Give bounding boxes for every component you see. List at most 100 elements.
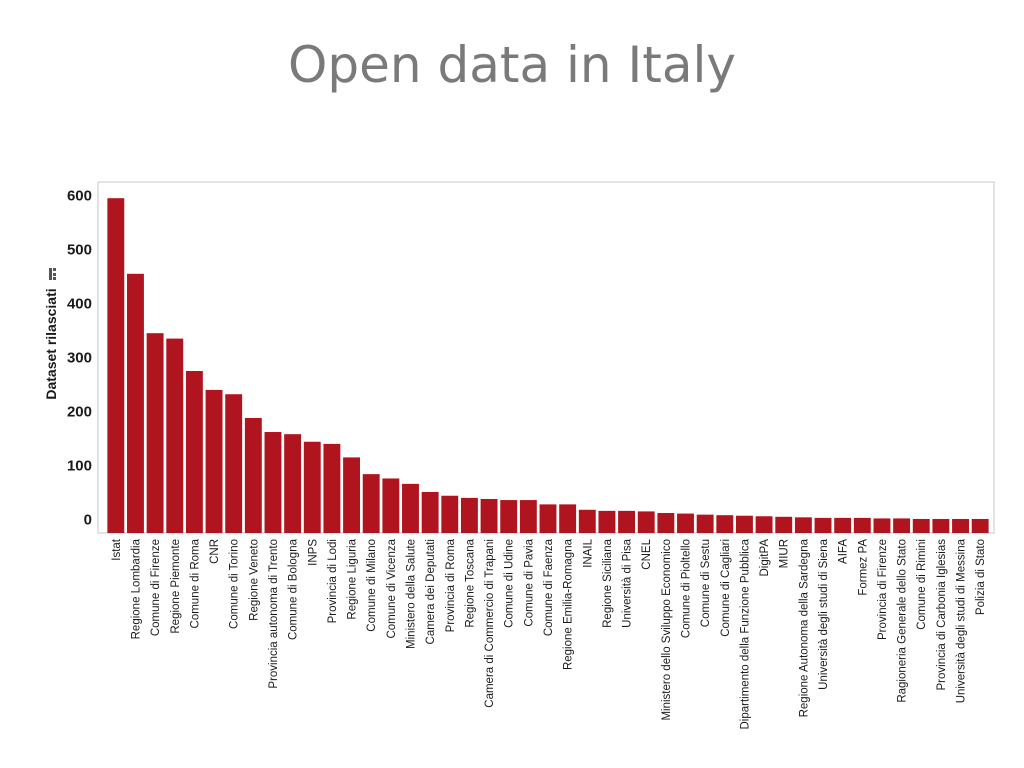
bar[interactable]: [696, 514, 714, 533]
bar[interactable]: [873, 518, 891, 533]
x-tick-label: AIFA: [838, 539, 850, 564]
x-tick-label: Provincia di Carbonia Iglesias: [936, 539, 948, 691]
bar[interactable]: [244, 417, 262, 533]
bar[interactable]: [107, 198, 125, 533]
x-tick-label: Comune di Udine: [504, 539, 516, 628]
bar[interactable]: [500, 500, 518, 533]
bar[interactable]: [775, 516, 793, 533]
x-tick-label: DigitPA: [759, 539, 771, 577]
x-tick-label: Regione Veneto: [248, 539, 260, 621]
x-tick-label: Comune di Bologna: [288, 538, 300, 640]
bar[interactable]: [421, 491, 439, 533]
bar[interactable]: [323, 443, 341, 533]
x-tick-label: MIUR: [779, 539, 791, 568]
x-tick-label: Provincia di Roma: [445, 538, 457, 632]
x-tick-label: Regione Lombardia: [130, 538, 142, 639]
x-tick-label: Comune di Pavia: [523, 538, 535, 626]
bar[interactable]: [971, 518, 989, 533]
x-tick-label: Formez PA: [857, 539, 869, 596]
bar[interactable]: [932, 518, 950, 533]
bar[interactable]: [205, 389, 223, 533]
bar[interactable]: [225, 394, 243, 533]
y-axis-title: Dataset rilasciati: [43, 288, 59, 399]
bar[interactable]: [284, 434, 302, 533]
y-tick-label: 100: [67, 458, 92, 475]
x-tick-label: CNEL: [641, 538, 653, 569]
x-tick-label: Dipartimento della Funzione Pubblica: [739, 538, 751, 729]
x-tick-label: Regione Siciliana: [602, 538, 614, 627]
x-tick-label: Comune di Faenza: [543, 538, 555, 636]
slide-title: Open data in Italy: [288, 36, 736, 94]
x-axis-labels: Istat Regione Lombardia Comune di Firenze R…: [111, 538, 987, 729]
x-tick-label: INAIL: [582, 538, 594, 567]
x-tick-label: Provincia di Firenze: [877, 539, 889, 640]
x-tick-label: Comune di Vicenza: [386, 538, 398, 638]
bar[interactable]: [441, 495, 459, 533]
bar[interactable]: [578, 509, 596, 533]
y-tick-label: 200: [67, 404, 92, 421]
bar[interactable]: [460, 497, 478, 533]
x-tick-label: Università degli studi di Messina: [956, 538, 968, 703]
bar[interactable]: [519, 500, 537, 533]
bar[interactable]: [559, 504, 577, 533]
bar[interactable]: [834, 517, 852, 533]
x-tick-label: Comune di Roma: [189, 538, 201, 628]
bar[interactable]: [716, 515, 734, 533]
x-tick-label: CNR: [209, 539, 221, 564]
bar[interactable]: [794, 517, 812, 533]
y-tick-label: 0: [84, 512, 92, 529]
y-tick-label: 400: [67, 296, 92, 313]
y-tick-label: 600: [67, 188, 92, 205]
bar[interactable]: [166, 338, 184, 533]
bar[interactable]: [912, 518, 930, 533]
x-tick-label: Università di Pisa: [622, 538, 634, 627]
bar[interactable]: [814, 517, 832, 533]
x-tick-label: Polizia di Stato: [975, 539, 987, 615]
x-tick-label: Comune di Cagliari: [720, 539, 732, 637]
bar[interactable]: [185, 371, 203, 533]
bar[interactable]: [402, 483, 419, 533]
bar[interactable]: [736, 515, 753, 533]
bar[interactable]: [755, 516, 773, 533]
y-tick-label: 300: [67, 350, 92, 367]
bar[interactable]: [677, 513, 694, 533]
bar[interactable]: [893, 518, 911, 533]
bar[interactable]: [480, 498, 498, 533]
bars: [107, 198, 989, 533]
bar[interactable]: [952, 518, 969, 533]
x-tick-label: Comune di Milano: [366, 539, 378, 632]
x-tick-label: Provincia di Lodi: [327, 539, 339, 623]
bar[interactable]: [637, 511, 655, 533]
bar[interactable]: [539, 504, 557, 533]
x-tick-label: Regione Emilia-Romagna: [563, 538, 575, 670]
x-tick-label: Camera dei Deputati: [425, 539, 437, 644]
x-tick-label: Università degli studi di Siena: [818, 538, 830, 689]
bar[interactable]: [382, 478, 400, 533]
x-tick-label: Comune di Torino: [229, 539, 241, 629]
bar[interactable]: [264, 432, 282, 533]
x-tick-label: Provincia autonoma di Trento: [268, 539, 280, 689]
x-tick-label: Ministero dello Sviluppo Economico: [661, 539, 673, 721]
x-tick-label: Comune di Sestu: [700, 539, 712, 627]
bar[interactable]: [618, 510, 636, 533]
bar[interactable]: [303, 441, 321, 533]
x-tick-label: INPS: [307, 539, 319, 566]
bar[interactable]: [853, 517, 871, 533]
x-tick-label: Regione Liguria: [347, 538, 359, 619]
bar[interactable]: [657, 513, 675, 533]
x-tick-label: Regione Autonoma della Sardegna: [798, 538, 810, 717]
x-tick-label: Regione Toscana: [464, 538, 476, 627]
x-tick-label: Comune di Pioltello: [681, 539, 693, 638]
axis-menu-icon[interactable]: [49, 268, 56, 280]
bar[interactable]: [598, 510, 616, 533]
x-tick-label: Camera di Commercio di Trapani: [484, 539, 496, 708]
bar[interactable]: [127, 273, 144, 533]
bar[interactable]: [362, 474, 380, 533]
bar[interactable]: [146, 333, 164, 533]
y-tick-label: 500: [67, 242, 92, 259]
bar[interactable]: [343, 457, 360, 533]
y-axis: 0 100 200 300 400 500 600: [67, 188, 92, 529]
x-tick-label: Istat: [111, 538, 123, 561]
x-tick-label: Regione Piemonte: [170, 539, 182, 634]
